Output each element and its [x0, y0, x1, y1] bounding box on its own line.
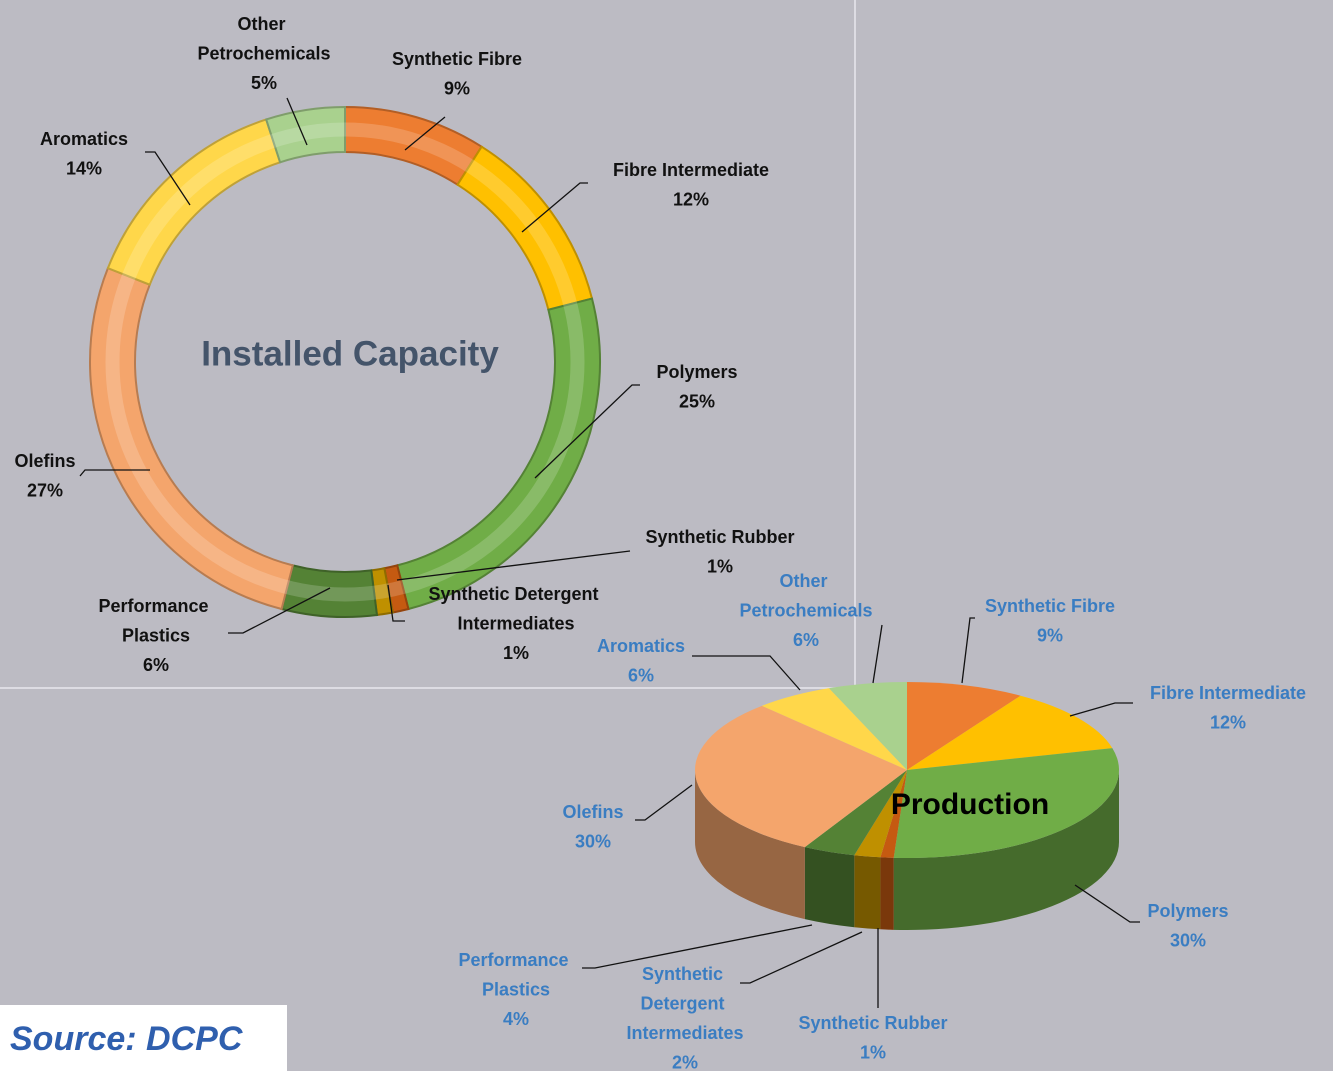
value-label: 9%	[444, 78, 470, 98]
value-label: 1%	[503, 643, 529, 663]
value-label: 25%	[679, 391, 715, 411]
leader-line	[145, 151, 191, 206]
source-box	[0, 1005, 287, 1071]
leader-line	[872, 624, 883, 684]
leader-line	[740, 931, 863, 984]
value-label: 12%	[1210, 712, 1246, 732]
category-label: Synthetic Detergent Intermediates	[626, 964, 743, 1043]
leader-line	[404, 116, 446, 151]
category-label: Other Petrochemicals	[197, 14, 330, 64]
slice-side	[854, 855, 881, 930]
leader-line	[1074, 884, 1140, 923]
pie-slice	[695, 705, 907, 848]
slice-side	[893, 770, 1119, 930]
pie-slice	[907, 695, 1113, 770]
category-label: Performance Plastics	[98, 596, 213, 646]
leader-line	[635, 784, 693, 821]
leader-line	[692, 655, 801, 691]
value-label: 5%	[251, 73, 277, 93]
value-label: 1%	[860, 1042, 886, 1062]
slice-side	[804, 847, 855, 928]
leader-line	[228, 587, 331, 634]
pie-slice	[893, 748, 1119, 859]
leader-line	[534, 384, 640, 479]
leader-line	[582, 924, 813, 969]
value-label: 30%	[1170, 930, 1206, 950]
leader-line	[286, 97, 308, 146]
donut-segment	[264, 105, 346, 164]
value-label: 4%	[503, 1009, 529, 1029]
value-label: 6%	[793, 630, 819, 650]
leader-line	[396, 550, 631, 581]
category-label: Polymers	[656, 362, 737, 382]
leader-line	[1069, 702, 1133, 717]
category-label: Synthetic Detergent Intermediates	[428, 584, 603, 634]
category-label: Synthetic Rubber	[645, 527, 794, 547]
chart-layer: Installed Capacity Synthetic Fibre 9% Fibre…	[14, 14, 1306, 1071]
pie-slice	[761, 688, 907, 770]
pie-slice	[828, 682, 907, 770]
category-label: Fibre Intermediate	[613, 160, 769, 180]
value-label: 9%	[1037, 625, 1063, 645]
category-label: Olefins	[14, 451, 75, 471]
value-label: 27%	[27, 480, 63, 500]
category-label: Aromatics	[597, 636, 685, 656]
category-label: Polymers	[1147, 901, 1228, 921]
category-label: Other Petrochemicals	[739, 571, 872, 621]
category-label: Synthetic Rubber	[798, 1013, 947, 1033]
leader-line	[387, 584, 405, 622]
value-label: 1%	[707, 556, 733, 576]
category-label: Performance Plastics	[458, 950, 573, 1000]
source: Source: DCPC	[10, 1020, 243, 1058]
value-label: 6%	[628, 665, 654, 685]
leader-line	[961, 617, 975, 684]
category-label: Fibre Intermediate	[1150, 683, 1306, 703]
category-label: Aromatics	[40, 129, 128, 149]
pie-slice	[907, 682, 1021, 770]
pie-slice	[854, 770, 907, 858]
value-label: 12%	[673, 189, 709, 209]
category-label: Synthetic Fibre	[392, 49, 522, 69]
leader-line	[79, 469, 150, 477]
leader-line	[521, 182, 588, 233]
bevel-highlight	[105, 122, 585, 602]
value-label: 30%	[575, 831, 611, 851]
value-label: 6%	[143, 655, 169, 675]
chart-title: Installed Capacity	[201, 334, 499, 373]
slice-side	[694, 770, 805, 920]
pie-slice	[804, 770, 907, 856]
category-label: Olefins	[562, 802, 623, 822]
value-label: 2%	[672, 1052, 698, 1071]
chart-title: Production	[891, 788, 1049, 821]
category-label: Synthetic Fibre	[985, 596, 1115, 616]
value-label: 14%	[66, 158, 102, 178]
slice-side	[880, 857, 894, 930]
pie-slice	[880, 770, 907, 858]
